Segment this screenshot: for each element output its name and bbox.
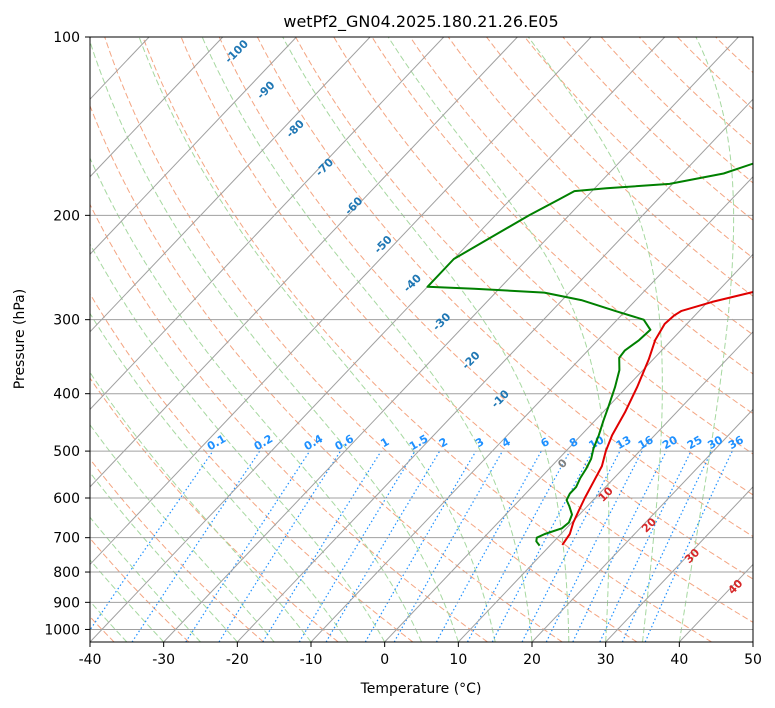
x-axis: -40 -30 -20 -10 0 10 20 30 40 50: [79, 642, 762, 668]
y-tick-label: 800: [53, 565, 80, 581]
isotherm-line: [163, 37, 739, 642]
isotherm-line: [90, 37, 297, 256]
y-tick-label: 600: [53, 491, 80, 507]
isotherm-line: [90, 37, 371, 333]
moist-adiabat-line: [527, 37, 663, 642]
dry-adiabat-line: [90, 104, 563, 642]
isotherm-line: [457, 331, 753, 642]
moist-adiabat-line: [90, 471, 238, 642]
y-tick-label: 100: [53, 30, 80, 46]
dry-adiabat-line: [180, 37, 753, 623]
isotherm-line: [236, 98, 753, 642]
mixing-ratio-line: [545, 450, 643, 642]
y-tick-label: 400: [53, 387, 80, 403]
y-tick-label: 1000: [44, 622, 80, 638]
dry-adiabat-line: [447, 37, 753, 336]
dry-adiabat-line: [90, 203, 488, 642]
moist-adiabat-line: [90, 243, 386, 642]
dry-adiabat-line: [295, 37, 753, 496]
isotherm-line: [605, 486, 753, 642]
isotherm-line: [90, 37, 666, 642]
temperature-profile-line: [561, 290, 753, 546]
moist-adiabat-line: [138, 37, 496, 642]
x-tick-label: 20: [523, 652, 541, 668]
x-axis-label: Temperature (°C): [360, 681, 482, 697]
x-tick-label: -20: [226, 652, 249, 668]
isotherm-line: [531, 408, 753, 642]
mixing-ratio-line: [90, 450, 214, 631]
dry-adiabat-line: [90, 458, 264, 642]
isotherm-line: [90, 37, 224, 178]
dry-adiabat-line: [142, 37, 712, 642]
moist-adiabat-line: [90, 423, 275, 642]
dry-adiabat-line: [333, 37, 753, 455]
moist-adiabat-line: [201, 37, 533, 642]
moist-adiabat-line: [282, 37, 570, 642]
mixing-ratio-line: [298, 450, 416, 642]
moist-adiabat-line: [90, 516, 201, 642]
mixing-ratio-line: [185, 450, 311, 642]
mixing-ratio-line: [572, 450, 667, 642]
isotherm-line: [90, 37, 592, 566]
y-tick-label: 700: [53, 531, 80, 547]
x-tick-label: -40: [79, 652, 102, 668]
isotherms: [90, 37, 753, 642]
moist-adiabat-line: [90, 40, 459, 642]
x-tick-label: 0: [380, 652, 389, 668]
moist-adiabat-line: [90, 559, 165, 642]
moist-adiabat-line: [90, 156, 422, 642]
mixing-ratio-line: [466, 450, 571, 642]
y-tick-label: 200: [53, 208, 80, 224]
y-tick-label: 900: [53, 595, 80, 611]
isotherm-line: [384, 253, 753, 642]
x-tick-label: 50: [744, 652, 762, 668]
x-tick-label: -30: [152, 652, 175, 668]
profiles: [426, 162, 753, 547]
y-tick-label: 500: [53, 444, 80, 460]
moist-adiabats: [90, 37, 735, 642]
dry-adiabat-line: [409, 37, 753, 375]
moist-adiabat-line: [678, 37, 735, 642]
y-axis: 1000 900 800 700 600 500 400 300 200 100: [44, 30, 90, 638]
mixing-ratio-line: [435, 450, 542, 642]
x-tick-label: 10: [449, 652, 467, 668]
isotherm-line: [310, 176, 753, 642]
x-tick-label: 30: [597, 652, 615, 668]
mixing-ratio-line: [218, 450, 342, 642]
isotherm-line: [90, 37, 518, 488]
moist-adiabat-line: [90, 312, 349, 642]
y-axis-label: Pressure (hPa): [12, 289, 28, 389]
y-tick-label: 300: [53, 313, 80, 329]
dry-adiabat-line: [218, 37, 753, 580]
x-tick-label: -10: [300, 652, 323, 668]
x-tick-label: 40: [670, 652, 688, 668]
mixing-ratio-line: [393, 450, 504, 642]
dry-adiabat-line: [104, 37, 638, 642]
isotherm-line: [90, 37, 445, 411]
dry-adiabat-line: [90, 292, 414, 642]
plot-frame: [89, 36, 754, 643]
dewpoint-profile-line: [426, 162, 753, 547]
plot-area: -100-90-80-70-60-50-40-30-20-10010203040…: [90, 37, 753, 642]
chart-title: wetPf2_GN04.2025.180.21.26.E05: [283, 12, 558, 32]
mixing-ratio-lines: [90, 450, 733, 642]
moist-adiabat-line: [387, 37, 610, 642]
mixing-ratio-line: [262, 450, 382, 642]
